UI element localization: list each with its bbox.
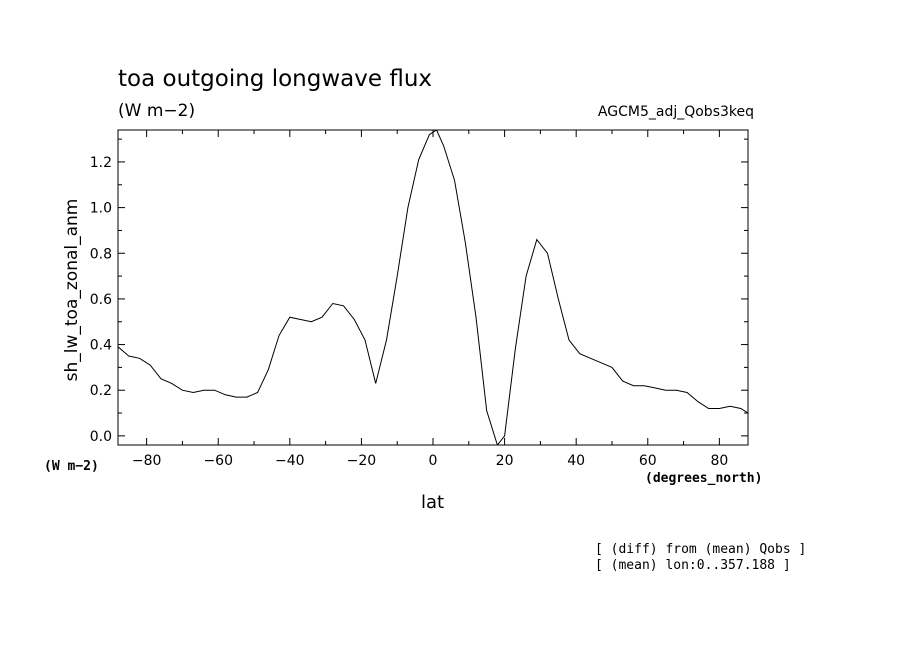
chart-title: toa outgoing longwave flux (118, 66, 433, 92)
y-tick-label: 0.0 (90, 429, 112, 445)
y-tick-label: 0.4 (90, 338, 112, 354)
x-tick-label: −60 (203, 453, 233, 469)
x-tick-label: −20 (347, 453, 377, 469)
footnote-mean: [ (mean) lon:0..357.188 ] (595, 558, 791, 573)
x-tick-label: 60 (639, 453, 657, 469)
series-line (118, 130, 748, 445)
x-tick-label: −80 (132, 453, 162, 469)
y-tick-label: 0.2 (90, 383, 112, 399)
run-name-label: AGCM5_adj_Qobs3keq (597, 104, 754, 120)
y-tick-label: 0.6 (90, 292, 112, 308)
series-group (118, 130, 748, 445)
plot-frame (117, 129, 749, 446)
footnote-diff: [ (diff) from (mean) Qobs ] (595, 542, 807, 557)
x-axis-units: (degrees_north) (645, 471, 763, 486)
y-tick-label: 0.8 (90, 246, 112, 262)
x-tick-label: 40 (567, 453, 585, 469)
x-tick-label: 0 (429, 453, 438, 469)
y-axis-units: (W m−2) (44, 459, 99, 474)
x-tick-label: 20 (496, 453, 514, 469)
y-tick-label: 1.2 (90, 155, 112, 171)
x-axis-ticks: −80 −60 −40 −20 0 20 40 60 80 (132, 130, 728, 469)
x-tick-label: −40 (275, 453, 305, 469)
y-axis-ticks: 0.0 0.2 0.4 0.6 0.8 1.0 1.2 (90, 138, 748, 445)
chart-units-subtitle: (W m−2) (118, 101, 196, 121)
x-axis-label: lat (421, 492, 445, 513)
x-tick-label: 80 (710, 453, 728, 469)
y-tick-label: 1.0 (90, 201, 112, 217)
